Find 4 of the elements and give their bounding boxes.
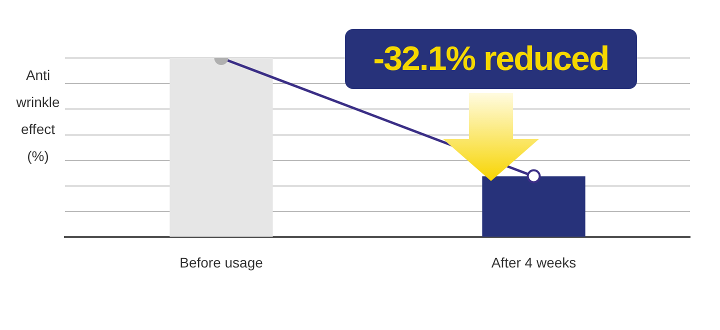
x-tick-label: After 4 weeks [491, 254, 576, 270]
y-axis-title: Anti wrinkle effect (%) [15, 66, 61, 166]
x-tick-label: Before usage [180, 254, 264, 270]
annotation: -32.1% reduced [345, 29, 637, 89]
